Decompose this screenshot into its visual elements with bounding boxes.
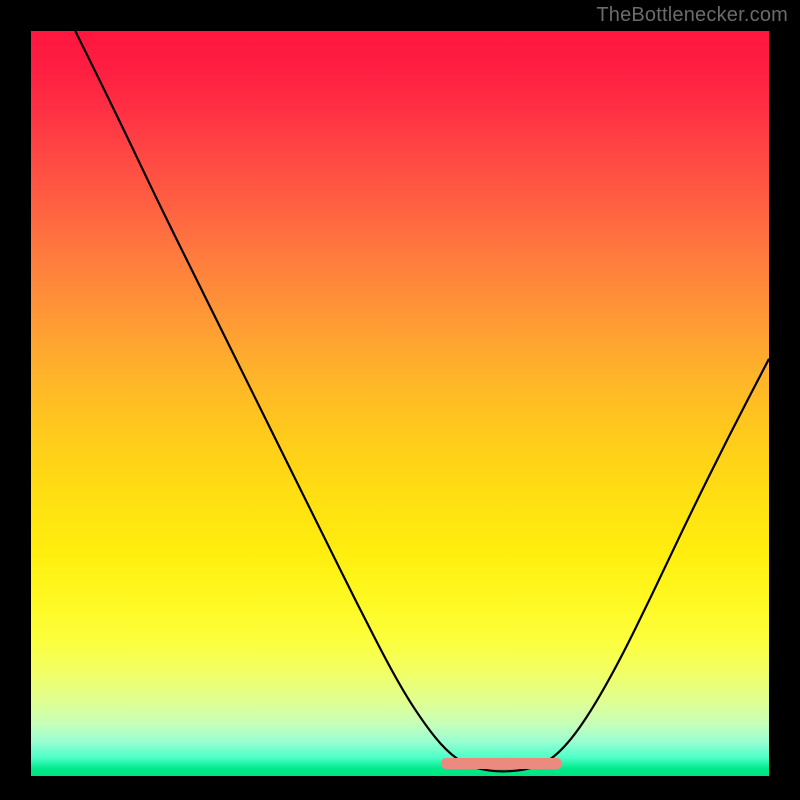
plot-area [31, 31, 769, 776]
watermark-text: TheBottlenecker.com [596, 4, 788, 27]
optimal-range-marker [441, 758, 563, 769]
background-gradient [31, 31, 769, 776]
